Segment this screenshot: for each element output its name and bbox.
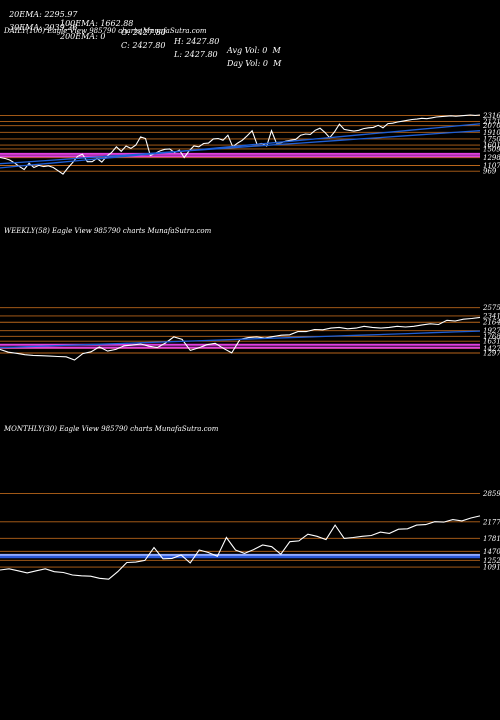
open-value: O: 2427.80	[121, 28, 166, 37]
header-row-1: 20EMA: 2295.97 100EMA: 1662.88 O: 2427.8…	[4, 1, 281, 55]
monthly-tick-label: 2859	[482, 490, 500, 498]
weekly-tick-label: 1427	[483, 345, 500, 353]
weekly-tick-label: 2341	[482, 312, 500, 320]
weekly-tick-label: 2164	[482, 319, 500, 327]
weekly-tick-label: 1927	[483, 327, 500, 335]
monthly-tick-label: 1091	[483, 564, 500, 572]
low-value: L: 2427.80	[174, 50, 218, 59]
monthly-chart-title: MONTHLY(30) Eagle View 985790 charts Mun…	[3, 425, 219, 433]
daily-tick-label: 1601	[483, 142, 500, 150]
weekly-tick-label: 1631	[483, 338, 500, 346]
daily-ema-line	[0, 130, 481, 165]
ema100-value: 100EMA: 1662.88	[60, 19, 134, 28]
ema20-value: 20EMA: 2295.97	[9, 10, 78, 19]
avg-vol-value: Avg Vol: 0 M	[227, 46, 281, 55]
monthly-tick-label: 1252	[483, 557, 500, 565]
monthly-tick-label: 2177	[482, 518, 500, 526]
daily-tick-label: 969	[483, 168, 497, 176]
header-row-2: 30EMA: 2039.26 200EMA: 0 C: 2427.80 L: 2…	[4, 14, 281, 68]
daily-tick-label: 2316	[482, 112, 500, 120]
high-value: H: 2427.80	[174, 37, 220, 46]
monthly-tick-label: 1470	[483, 548, 500, 556]
daily-price-line	[0, 114, 481, 175]
monthly-tick-label: 1781	[483, 535, 500, 543]
daily-tick-label: 1750	[483, 135, 500, 143]
ema200-value: 200EMA: 0	[60, 32, 106, 41]
monthly-price-line	[0, 515, 481, 580]
weekly-tick-label: 2575	[482, 304, 500, 312]
daily-tick-label: 2171	[482, 118, 500, 126]
ema30-value: 30EMA: 2039.26	[9, 23, 78, 32]
daily-ema-line	[0, 123, 481, 169]
close-value: C: 2427.80	[121, 41, 166, 50]
daily-tick-label: 1509	[483, 145, 500, 153]
weekly-chart-title: WEEKLY(58) Eagle View 985790 charts Muna…	[4, 227, 212, 235]
daily-tick-label: 1107	[483, 162, 500, 170]
day-vol-value: Day Vol: 0 M	[227, 59, 282, 68]
daily-tick-label: 1910	[483, 129, 500, 137]
daily-tick-label: 1298	[483, 154, 500, 162]
weekly-ema-line	[0, 330, 481, 349]
weekly-tick-label: 1297	[483, 350, 500, 358]
daily-tick-label: 2070	[482, 122, 500, 130]
weekly-tick-label: 1768	[483, 333, 500, 341]
daily-chart-title: DAILY(100) Eagle View 985790 charts Muna…	[3, 27, 207, 35]
